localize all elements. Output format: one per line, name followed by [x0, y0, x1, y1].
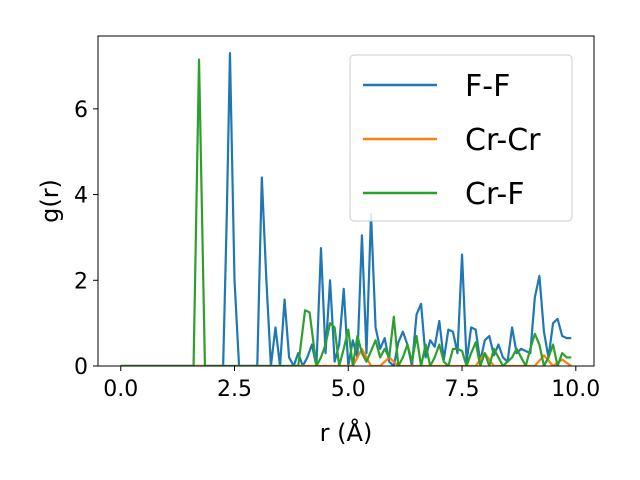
- x-tick-label: 2.5: [217, 377, 252, 402]
- x-tick-label: 5.0: [331, 377, 366, 402]
- legend-box: [349, 54, 573, 222]
- y-tick-label: 6: [74, 98, 88, 123]
- y-tick-label: 0: [74, 355, 88, 380]
- series-layer: [120, 52, 572, 366]
- y-axis: 0 2 4 6: [74, 98, 98, 380]
- x-axis-label: r (Å): [320, 418, 373, 447]
- x-tick-label: 7.5: [445, 377, 480, 402]
- x-axis: 0.0 2.5 5.0 7.5 10.0: [103, 366, 600, 402]
- y-tick-label: 4: [74, 184, 88, 209]
- series-line-cr-cr: [120, 347, 572, 366]
- series-line-cr-f: [120, 58, 572, 366]
- series-line-f-f: [120, 52, 572, 366]
- y-axis-label: g(r): [36, 179, 64, 223]
- plot-frame: [97, 35, 595, 367]
- y-tick-label: 2: [74, 269, 88, 294]
- x-tick-label: 10.0: [551, 377, 600, 402]
- legend: F-F Cr-Cr Cr-F: [349, 54, 573, 222]
- legend-label-cr-f: Cr-F: [465, 177, 524, 212]
- legend-label-cr-cr: Cr-Cr: [465, 123, 541, 158]
- x-tick-label: 0.0: [103, 377, 138, 402]
- legend-label-f-f: F-F: [465, 69, 510, 104]
